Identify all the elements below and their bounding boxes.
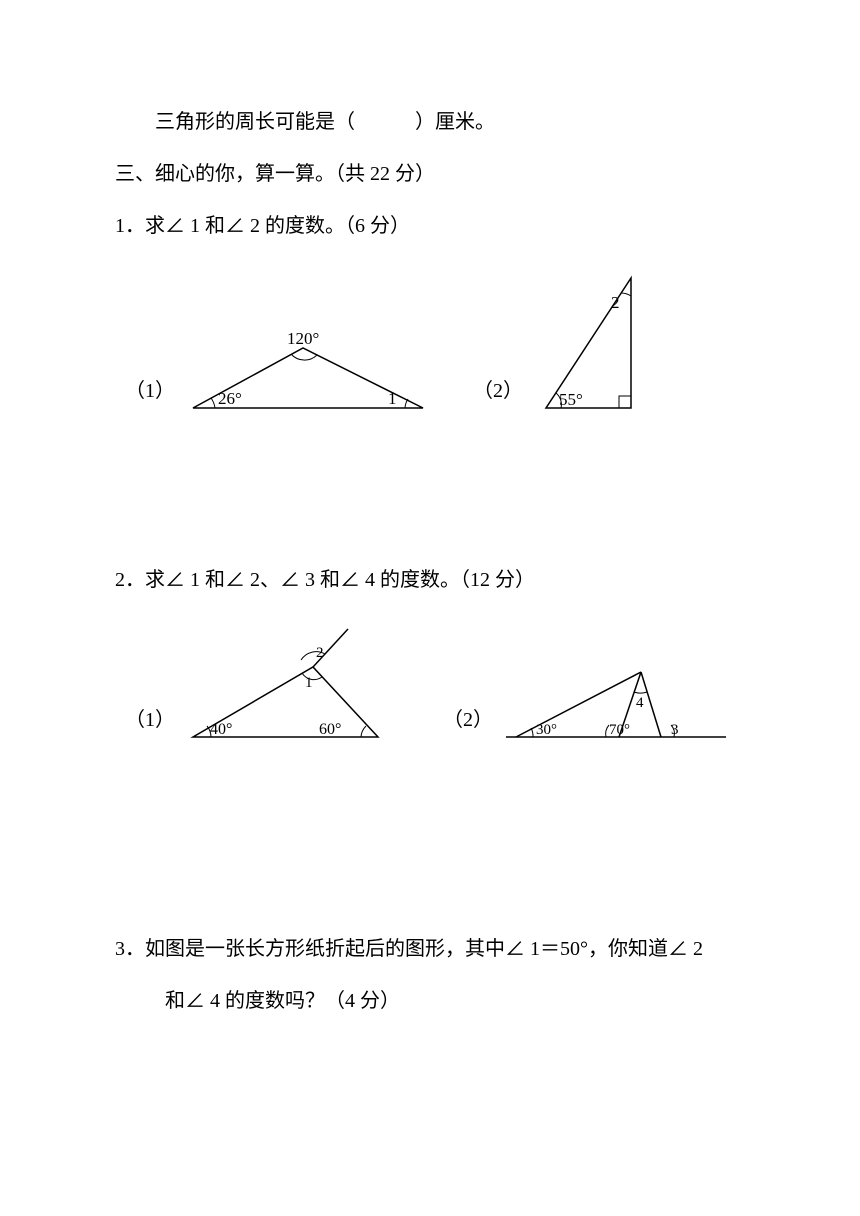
problem-3-line-2: 和∠ 4 的度数吗？（4 分） [165,979,745,1023]
svg-text:2: 2 [316,645,324,661]
svg-text:70°: 70° [609,722,630,738]
svg-text:1: 1 [388,389,397,408]
figure-1-2: （2） 55° 2 [473,268,651,418]
triangle-1-icon: 26° 120° 1 [183,318,433,418]
figure-row-1: （1） 26° 120° 1 （2） 55° 2 [125,268,745,418]
svg-text:26°: 26° [218,389,242,408]
svg-text:60°: 60° [319,721,341,738]
triangle-ext-2-icon: 30° 70° 3 4 [501,657,731,747]
section-3-header: 三、细心的你，算一算。（共 22 分） [115,152,745,196]
svg-text:4: 4 [636,695,644,711]
problem-1: 1．求∠ 1 和∠ 2 的度数。（6 分） [115,204,745,248]
triangle-ext-1-icon: 40° 60° 1 2 [183,622,403,747]
svg-text:30°: 30° [536,722,557,738]
figure-row-2: （1） 40° 60° 1 2 （2） 30° 70° 3 [125,622,745,747]
svg-text:55°: 55° [559,390,583,409]
triangle-2-icon: 55° 2 [531,268,651,418]
svg-text:40°: 40° [210,721,232,738]
sub-label-2-2: （2） [443,698,493,742]
sub-label-2-1: （1） [125,698,175,742]
svg-text:3: 3 [671,722,679,738]
svg-text:1: 1 [305,675,313,691]
svg-text:120°: 120° [287,329,319,348]
figure-1-1: （1） 26° 120° 1 [125,318,433,418]
intro-line: 三角形的周长可能是（ ）厘米。 [115,100,745,144]
figure-2-2: （2） 30° 70° 3 4 [443,657,731,747]
svg-text:2: 2 [611,293,620,312]
problem-3-line-1: 3．如图是一张长方形纸折起后的图形，其中∠ 1＝50°，你知道∠ 2 [115,927,745,971]
sub-label-1-2: （2） [473,369,523,413]
sub-label-1-1: （1） [125,369,175,413]
figure-2-1: （1） 40° 60° 1 2 [125,622,403,747]
problem-2: 2．求∠ 1 和∠ 2、∠ 3 和∠ 4 的度数。（12 分） [115,558,745,602]
